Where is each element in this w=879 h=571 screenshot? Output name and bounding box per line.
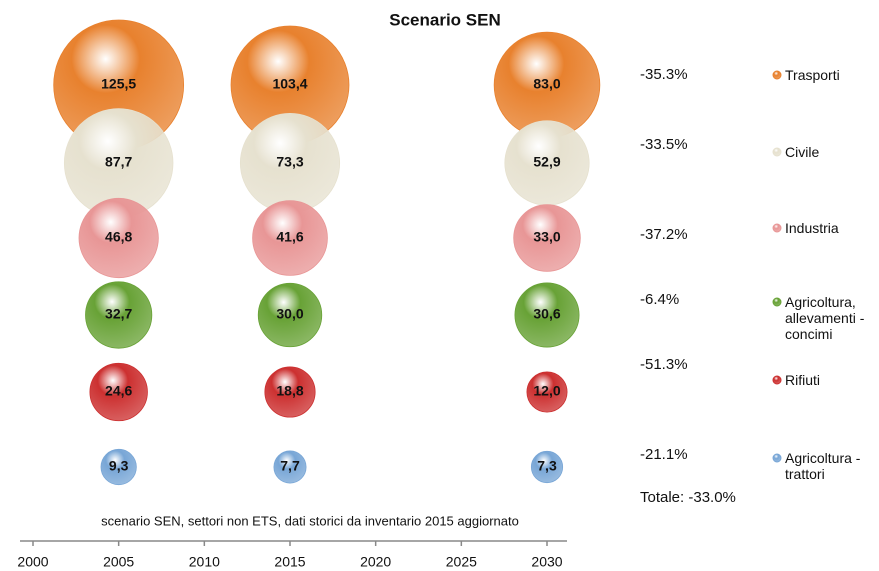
bubble [257, 282, 323, 348]
value-label: 73,3 [276, 154, 303, 170]
change-label: -21.1% [640, 446, 688, 463]
change-label: -51.3% [640, 356, 688, 373]
x-tick-label: 2005 [103, 554, 134, 570]
bubble [513, 204, 581, 272]
legend-marker [772, 297, 782, 307]
value-label: 52,9 [533, 154, 560, 170]
legend-marker [772, 375, 782, 385]
legend-marker [772, 453, 782, 463]
bubble [78, 197, 159, 279]
change-label: -33.5% [640, 136, 688, 153]
value-label: 30,6 [533, 306, 560, 322]
x-tick-label: 2020 [360, 554, 391, 570]
bubble [530, 450, 564, 484]
total: Totale: -33.0% [640, 489, 736, 506]
value-label: 87,7 [105, 154, 132, 170]
note: scenario SEN, settori non ETS, dati stor… [101, 513, 519, 528]
value-label: 12,0 [533, 383, 560, 399]
bubble [100, 448, 137, 486]
x-tick-label: 2015 [274, 554, 305, 570]
bubble [252, 200, 328, 276]
value-label: 33,0 [533, 229, 560, 245]
legend-marker [772, 147, 782, 157]
bubble [273, 450, 307, 484]
bubble [85, 281, 153, 349]
x-tick-label: 2010 [189, 554, 220, 570]
x-tick-label: 2025 [446, 554, 477, 570]
legend-label: Agricoltura - trattori [785, 450, 861, 482]
bubble [264, 366, 316, 418]
change-label: -6.4% [640, 291, 679, 308]
value-label: 125,5 [101, 76, 136, 92]
legend-label: Industria [785, 220, 839, 236]
value-label: 103,4 [272, 76, 307, 92]
value-label: 18,8 [276, 383, 303, 399]
legend-label: Trasporti [785, 67, 840, 83]
value-label: 83,0 [533, 76, 560, 92]
value-label: 7,3 [537, 458, 557, 474]
bubble [514, 282, 580, 348]
change-label: -35.3% [640, 66, 688, 83]
change-label: -37.2% [640, 226, 688, 243]
legend-marker [772, 223, 782, 233]
x-tick-label: 2030 [531, 554, 562, 570]
value-label: 24,6 [105, 383, 132, 399]
value-label: 41,6 [276, 229, 303, 245]
chart-title: Scenario SEN [389, 10, 501, 29]
legend-label: Rifiuti [785, 372, 821, 388]
value-label: 9,3 [109, 458, 129, 474]
value-label: 7,7 [280, 458, 300, 474]
legend-marker [772, 70, 782, 80]
x-tick-label: 2000 [17, 554, 48, 570]
bubble [89, 362, 148, 422]
legend-label: Agricoltura, allevamenti -concimi [785, 294, 865, 342]
bubble [526, 371, 568, 413]
value-label: 32,7 [105, 306, 132, 322]
value-label: 46,8 [105, 229, 132, 245]
legend-label: Civile [785, 144, 820, 160]
value-label: 30,0 [276, 306, 303, 322]
